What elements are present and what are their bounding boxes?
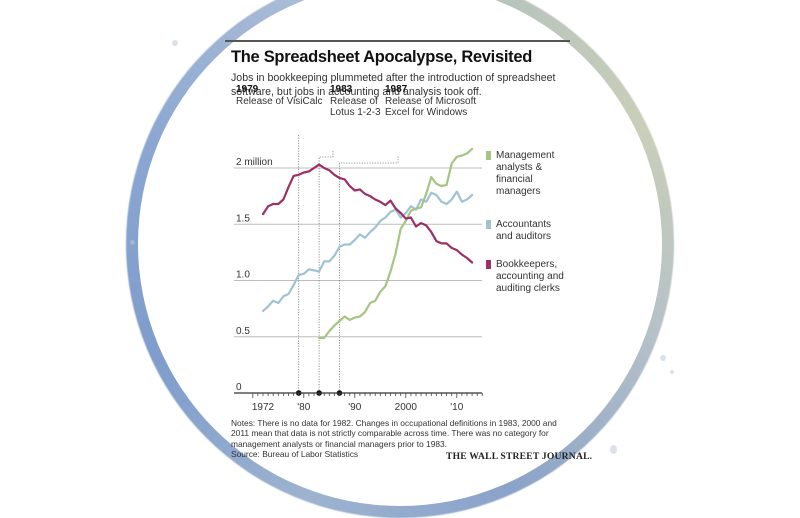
x-axis: 1972 '80 '90 2000 '10: [234, 392, 483, 413]
annotation-year: 1979: [236, 84, 259, 95]
x-tick-label: 1972: [252, 402, 275, 413]
legend-label: financial: [496, 174, 533, 185]
annotation-leader: [339, 156, 399, 393]
annotation-text: Release of Microsoft: [385, 95, 477, 107]
legend-label: auditing clerks: [496, 283, 560, 294]
y-tick-label: 1.0: [236, 270, 250, 281]
legend-label: accounting and: [496, 271, 564, 282]
paint-splatter: [130, 240, 135, 245]
series-line-accountants: [261, 190, 474, 312]
legend-label: managers: [496, 186, 541, 197]
source-text: Source: Bureau of Labor Statistics: [231, 448, 359, 459]
x-tick-label: '90: [348, 402, 361, 413]
gridlines: [234, 167, 482, 338]
y-tick-labels: 2 million 1.5 1.0 0.5 0: [236, 157, 273, 393]
legend-swatch: [486, 220, 491, 229]
x-tick-label: 2000: [395, 402, 418, 413]
chart-notes: Notes: There is no data for 1982. Change…: [231, 418, 576, 459]
legend-label: and auditors: [496, 231, 552, 242]
chart-subtitle: Jobs in bookkeeping plummeted after the …: [231, 72, 556, 98]
x-tick-label: '10: [450, 402, 463, 413]
paint-splatter: [172, 40, 178, 46]
notes-text: Notes: There is no data for 1982. Change…: [231, 418, 557, 449]
chart-title: The Spreadsheet Apocalypse, Revisited: [231, 48, 532, 66]
paint-splatter: [610, 445, 617, 454]
y-tick-label: 1.5: [236, 213, 250, 224]
y-tick-label: 0.5: [236, 326, 250, 337]
legend-label: Management: [496, 150, 555, 161]
annotation-leaders: [295, 135, 399, 396]
annotation-excel: 1987 Release of Microsoft Excel for Wind…: [385, 84, 476, 119]
series-line-management: [318, 147, 474, 339]
legend-label: Accountants: [496, 219, 552, 230]
y-tick-label: 0: [236, 382, 242, 393]
chart: 1972 '80 '90 2000 '10 2 million 1.5 1.0 0.5 0: [234, 135, 483, 413]
annotation-text: Excel for Windows: [385, 107, 468, 118]
paint-splatter: [660, 355, 666, 361]
legend-label: analysts &: [496, 162, 543, 173]
annotation-text: Release of: [330, 95, 378, 107]
graphic-panel: The Spreadsheet Apocalypse, Revisited Jo…: [225, 40, 575, 470]
publisher-logo: THE WALL STREET JOURNAL.: [446, 451, 593, 462]
legend-label: Bookkeepers,: [496, 259, 558, 270]
series-lines: [261, 147, 474, 339]
annotation-leader: [318, 150, 334, 393]
ring-interior: [138, 0, 662, 506]
series-line-bookkeepers: [261, 163, 474, 264]
y-tick-label: 2 million: [236, 157, 273, 168]
legend-swatch: [486, 260, 491, 269]
annotation-visicalc: 1979 Release of VisiCalc: [236, 84, 323, 107]
annotation-text: Release of VisiCalc: [236, 95, 323, 107]
annotation-lotus: 1983 Release of Lotus 1-2-3: [330, 84, 381, 119]
top-rule: [225, 40, 570, 42]
legend-swatch: [486, 151, 491, 160]
annotation-year: 1983: [330, 84, 353, 95]
x-tick-label: '80: [297, 402, 310, 413]
paint-splatter: [670, 370, 674, 374]
annotation-year: 1987: [385, 84, 408, 95]
annotation-text: Lotus 1-2-3: [330, 107, 381, 118]
